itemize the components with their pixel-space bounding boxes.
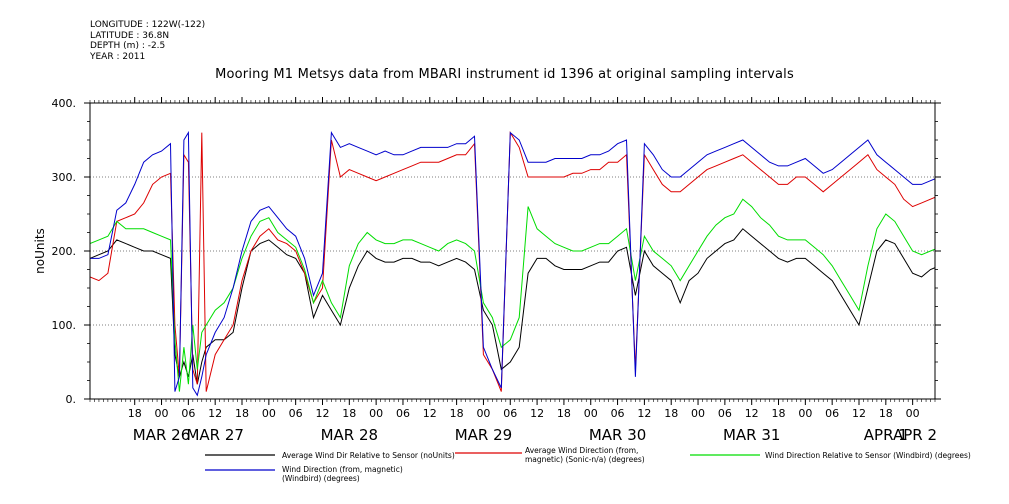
x-hour-label: 18 bbox=[772, 407, 786, 420]
x-date-label: MAR 27 bbox=[186, 426, 243, 444]
x-hour-label: 00 bbox=[155, 407, 169, 420]
x-date-label: MAR 31 bbox=[723, 426, 780, 444]
y-axis-label: noUnits bbox=[33, 228, 47, 274]
series-line-black bbox=[90, 228, 935, 385]
x-hour-label: 12 bbox=[208, 407, 222, 420]
x-date-label: MAR 28 bbox=[321, 426, 378, 444]
x-hour-label: 00 bbox=[369, 407, 383, 420]
latitude-label: LATITUDE : 36.8N bbox=[90, 30, 170, 41]
x-hour-label: 18 bbox=[235, 407, 249, 420]
x-hour-label: 06 bbox=[611, 407, 625, 420]
x-hour-label: 06 bbox=[718, 407, 732, 420]
x-hour-label: 12 bbox=[315, 407, 329, 420]
x-date-label: MAR 26 bbox=[133, 426, 190, 444]
year-label: YEAR : 2011 bbox=[90, 51, 146, 62]
x-hour-label: 12 bbox=[530, 407, 544, 420]
y-tick-label: 200. bbox=[52, 245, 77, 258]
series-line-red bbox=[90, 130, 935, 392]
x-hour-label: 06 bbox=[825, 407, 839, 420]
x-hour-label: 00 bbox=[691, 407, 705, 420]
x-hour-label: 00 bbox=[262, 407, 276, 420]
longitude-label: LONGITUDE : 122W(-122) bbox=[90, 20, 206, 30]
x-hour-label: 00 bbox=[906, 407, 920, 420]
series-line-blue bbox=[90, 130, 935, 397]
x-hour-label: 18 bbox=[128, 407, 142, 420]
x-hour-label: 12 bbox=[852, 407, 866, 420]
y-tick-label: 100. bbox=[52, 319, 77, 332]
x-hour-label: 12 bbox=[423, 407, 437, 420]
x-hour-label: 00 bbox=[798, 407, 812, 420]
x-date-label: APR 2 bbox=[893, 426, 937, 444]
x-date-label: APR 1 bbox=[864, 426, 908, 444]
x-hour-label: 12 bbox=[745, 407, 759, 420]
y-tick-label: 0. bbox=[66, 393, 77, 406]
x-hour-label: 18 bbox=[450, 407, 464, 420]
y-tick-label: 300. bbox=[52, 171, 77, 184]
x-hour-label: 06 bbox=[181, 407, 195, 420]
x-hour-label: 18 bbox=[664, 407, 678, 420]
x-hour-label: 18 bbox=[342, 407, 356, 420]
x-hour-label: 18 bbox=[557, 407, 571, 420]
x-hour-label: 00 bbox=[584, 407, 598, 420]
x-date-label: MAR 29 bbox=[455, 426, 512, 444]
x-date-label: MAR 30 bbox=[589, 426, 646, 444]
x-hour-label: 18 bbox=[879, 407, 893, 420]
x-hour-label: 00 bbox=[476, 407, 490, 420]
metadata-block: LONGITUDE : 122W(-122) LATITUDE : 36.8N … bbox=[90, 20, 205, 62]
x-hour-label: 06 bbox=[503, 407, 517, 420]
chart-title: Mooring M1 Metsys data from MBARI instru… bbox=[215, 67, 794, 82]
x-hour-label: 06 bbox=[396, 407, 410, 420]
y-tick-label: 400. bbox=[52, 97, 77, 110]
series-line-green bbox=[90, 198, 935, 392]
x-hour-label: 12 bbox=[637, 407, 651, 420]
depth-label: DEPTH (m) : -2.5 bbox=[90, 41, 166, 51]
x-hour-label: 06 bbox=[289, 407, 303, 420]
